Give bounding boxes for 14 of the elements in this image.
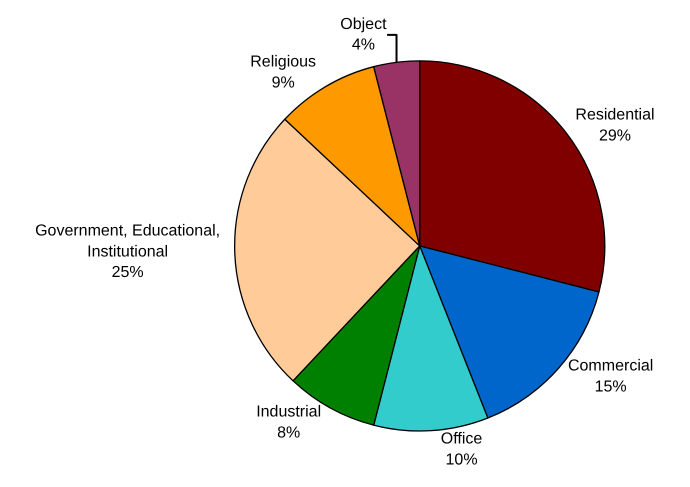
data-label: 15%	[594, 378, 627, 396]
data-label: 10%	[446, 451, 478, 468]
data-label: 4%	[352, 36, 375, 54]
slice-label: Residential	[575, 106, 655, 124]
data-label: 9%	[272, 74, 295, 92]
slice-label: Commercial	[568, 358, 654, 375]
data-label: 25%	[112, 264, 144, 282]
slice-label: Office	[440, 430, 482, 448]
slice-label: Industrial	[256, 404, 322, 421]
slice-label: Government, Educational, Institutional	[35, 222, 220, 260]
data-label: 29%	[598, 127, 631, 144]
slice-label: Object	[340, 16, 388, 33]
slice-label: Religious	[250, 54, 316, 71]
data-label: 8%	[277, 424, 300, 442]
